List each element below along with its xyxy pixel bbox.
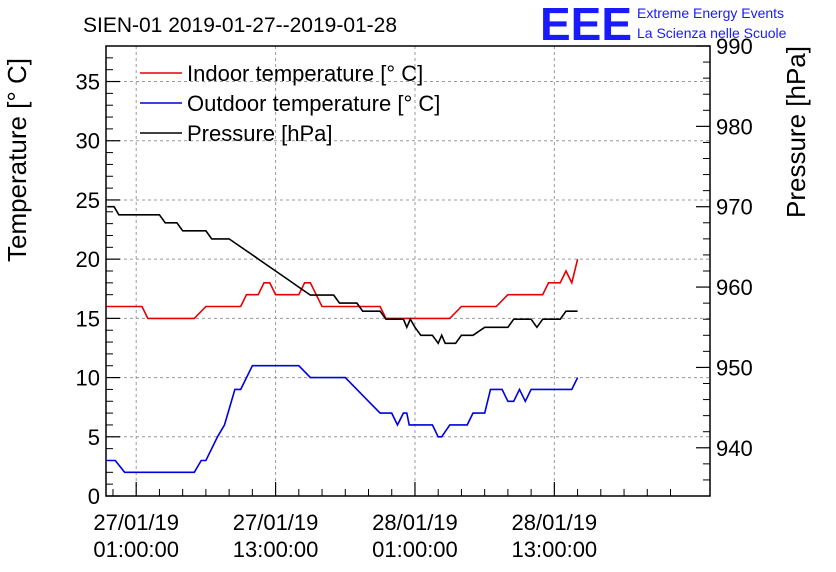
y-tick-label: 0 <box>88 484 100 509</box>
series-line-0 <box>107 259 579 320</box>
series-line-1 <box>107 364 579 474</box>
x-tick-date: 28/01/19 <box>512 510 598 535</box>
y2-tick-label: 980 <box>716 114 753 139</box>
x-tick-date: 28/01/19 <box>372 510 458 535</box>
axis-ticks: 0 5 10 15 20 25 30 35 940 950 960 970 980 990 27/01/19… <box>76 34 753 562</box>
x-tick-time: 01:00:00 <box>93 537 179 562</box>
y2-tick-label: 940 <box>716 436 753 461</box>
y-tick-label: 35 <box>76 70 100 95</box>
y2-tick-label: 990 <box>716 34 753 59</box>
y-tick-label: 20 <box>76 247 100 272</box>
y-tick-label: 10 <box>76 366 100 391</box>
brand-line-2: La Scienza nelle Scuole <box>637 25 787 41</box>
legend-label-outdoor: Outdoor temperature [° C] <box>187 91 440 116</box>
eee-logo: EEE <box>540 0 632 50</box>
series-line-2 <box>107 205 578 345</box>
brand-line-1: Extreme Energy Events <box>637 5 784 21</box>
chart-title: SIEN-01 2019-01-27--2019-01-28 <box>83 14 397 37</box>
legend-label-indoor: Indoor temperature [° C] <box>187 61 423 86</box>
x-tick-time: 13:00:00 <box>233 537 319 562</box>
x-tick-date: 27/01/19 <box>233 510 319 535</box>
legend-label-pressure: Pressure [hPa] <box>187 121 333 146</box>
eee-branding: EEE Extreme Energy Events La Scienza nel… <box>540 0 787 50</box>
y2-tick-label: 950 <box>716 355 753 380</box>
legend: Indoor temperature [° C] Outdoor tempera… <box>140 61 440 146</box>
x-tick-time: 13:00:00 <box>512 537 598 562</box>
y-tick-label: 25 <box>76 188 100 213</box>
series-lines <box>107 205 579 474</box>
y2-tick-label: 960 <box>716 275 753 300</box>
y2-tick-label: 970 <box>716 195 753 220</box>
y-tick-label: 5 <box>88 425 100 450</box>
y-axis-label: Temperature [° C] <box>2 58 32 262</box>
y-tick-label: 30 <box>76 129 100 154</box>
x-tick-date: 27/01/19 <box>93 510 179 535</box>
y-tick-label: 15 <box>76 306 100 331</box>
y2-axis-label: Pressure [hPa] <box>781 46 811 218</box>
x-tick-time: 01:00:00 <box>372 537 458 562</box>
